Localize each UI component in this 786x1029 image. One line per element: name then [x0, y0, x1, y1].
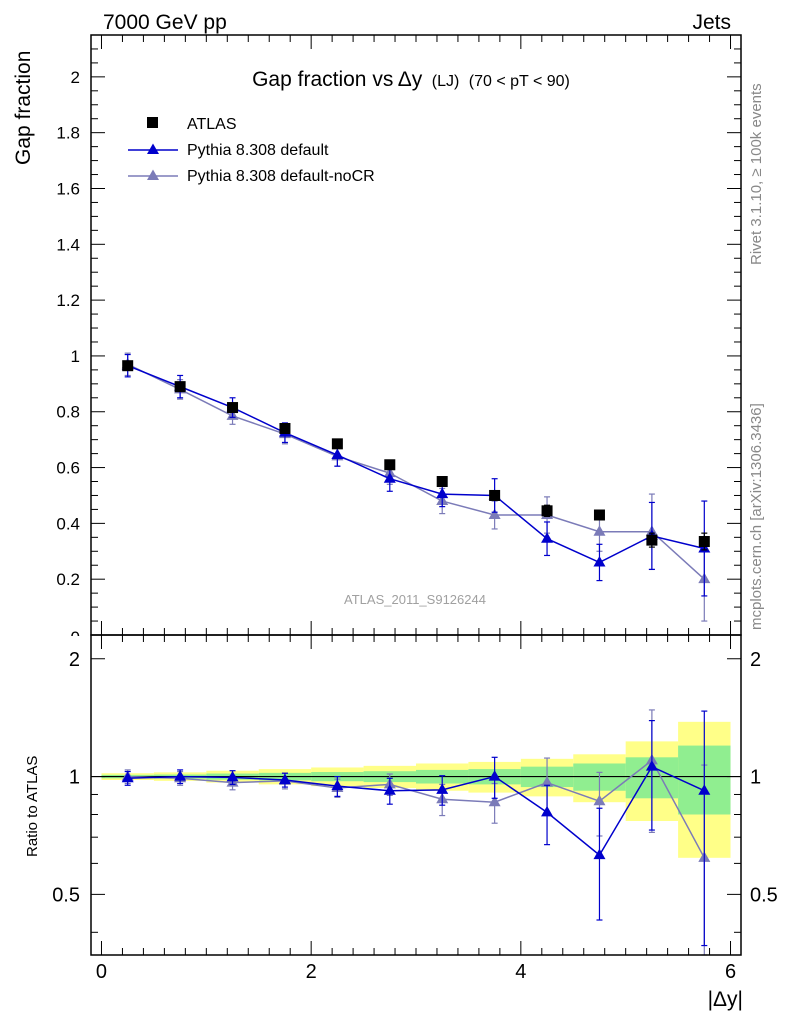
ratio-y-tick-label-left: 0.5	[52, 884, 80, 906]
pythia-nocr-line	[127, 363, 705, 580]
legend: ATLAS Pythia 8.308 default Pythia 8.308 …	[128, 116, 375, 185]
analysis-watermark: ATLAS_2011_S9126244	[344, 592, 486, 607]
main-y-tick-label: 1.2	[56, 291, 80, 310]
ratio-pythia-nocr-point	[488, 795, 501, 807]
atlas-point	[593, 509, 605, 521]
pythia-default-point	[383, 472, 396, 483]
legend-default-label: Pythia 8.308 default	[187, 142, 329, 159]
main-y-tick-label: 0.2	[56, 570, 80, 589]
atlas-point	[646, 534, 658, 546]
atlas-point	[279, 422, 291, 434]
ratio-y-tick-label-right: 0.5	[750, 884, 778, 906]
rivet-version-label: Rivet 3.1.10, ≥ 100k events	[748, 83, 765, 265]
atlas-point	[122, 360, 134, 372]
main-y-axis-label: Gap fraction	[12, 51, 35, 165]
atlas-point	[227, 402, 239, 414]
pythia-default-line	[127, 365, 705, 564]
legend-nocr-marker	[147, 169, 159, 180]
ratio-pythia-nocr-line	[127, 759, 705, 859]
ratio-y-tick-label-right: 1	[750, 767, 761, 789]
ratio-pythia-default-line	[127, 765, 705, 857]
ratio-pythia-default-point	[488, 770, 501, 781]
main-y-tick-label: 1.8	[56, 124, 80, 143]
main-y-tick-label: 0.6	[56, 459, 80, 478]
atlas-point	[489, 489, 501, 501]
main-panel-marks	[121, 352, 711, 622]
legend-default-marker	[147, 143, 159, 154]
main-y-tick-label: 2	[71, 68, 80, 87]
ratio-pythia-default-point	[436, 783, 449, 794]
ratio-pythia-default-point	[121, 771, 134, 783]
pythia-default-point	[436, 487, 449, 499]
legend-atlas-label: ATLAS	[187, 116, 237, 133]
pythia-nocr-point	[593, 525, 606, 536]
x-tick-label: 0	[96, 961, 107, 983]
zero-label-mask	[60, 636, 86, 648]
ratio-pythia-default-point	[278, 773, 291, 784]
main-y-tick-label: 1.6	[56, 179, 80, 198]
atlas-point	[174, 381, 186, 393]
main-y-tick-label: 1	[71, 347, 80, 366]
ratio-pythia-default-point	[593, 848, 606, 860]
process-label: Jets	[692, 11, 731, 34]
chart-title-delta: Δy	[398, 68, 423, 91]
atlas-point	[541, 505, 553, 517]
axes: 0.2 0.4 0.6 0.8 1 1.2 1.4 1.6 1.8 2 0 2 4 6 0.5 0.5 1 1 2 2	[52, 35, 778, 983]
x-tick-label: 2	[306, 961, 317, 983]
x-tick-label: 6	[725, 961, 736, 983]
pythia-nocr-point	[488, 508, 501, 519]
ratio-pythia-nocr-point	[541, 776, 554, 787]
atlas-point	[384, 459, 396, 471]
atlas-point	[698, 536, 710, 548]
legend-nocr-label: Pythia 8.308 default-noCR	[187, 168, 375, 185]
chart-title-sub2: (70 < pT < 90)	[469, 73, 570, 90]
pythia-default-point	[541, 532, 554, 543]
ratio-y-tick-label-left: 2	[69, 649, 80, 671]
x-tick-label: 4	[515, 961, 526, 983]
ratio-pythia-default-point	[383, 784, 396, 795]
ratio-y-tick-label-right: 2	[750, 649, 761, 671]
ratio-pythia-nocr-point	[593, 794, 606, 806]
ratio-pythia-default-point	[541, 805, 554, 817]
pythia-default-point	[331, 448, 344, 459]
chart-title: Gap fraction vs Δy (LJ) (70 < pT < 90)	[252, 68, 570, 91]
ratio-pythia-default-point	[331, 779, 344, 791]
ratio-y-axis-label: Ratio to ATLAS	[24, 756, 41, 857]
legend-atlas-marker	[147, 117, 158, 128]
ratio-pythia-default-point	[174, 770, 187, 781]
main-y-tick-label: 0.4	[56, 514, 80, 533]
beam-energy-label: 7000 GeV pp	[103, 11, 227, 34]
ratio-pythia-default-point	[698, 784, 711, 795]
main-y-tick-label: 0.8	[56, 403, 80, 422]
pythia-default-point	[593, 555, 606, 567]
ratio-panel-marks	[91, 709, 741, 956]
ratio-panel-frame	[90, 634, 742, 956]
main-y-tick-label: 1.4	[56, 235, 80, 254]
mcplots-reference-label: mcplots.cern.ch [arXiv:1306.3436]	[748, 403, 765, 630]
chart-title-sub1: (LJ)	[432, 73, 460, 90]
chart-title-main: Gap fraction vs	[252, 68, 393, 91]
ratio-pythia-default-point	[645, 760, 658, 771]
atlas-point	[331, 438, 343, 450]
x-axis-label: |Δy|	[708, 988, 743, 1011]
ratio-y-tick-label-left: 1	[69, 767, 80, 789]
ratio-pythia-default-point	[226, 770, 239, 782]
atlas-point	[436, 476, 448, 488]
